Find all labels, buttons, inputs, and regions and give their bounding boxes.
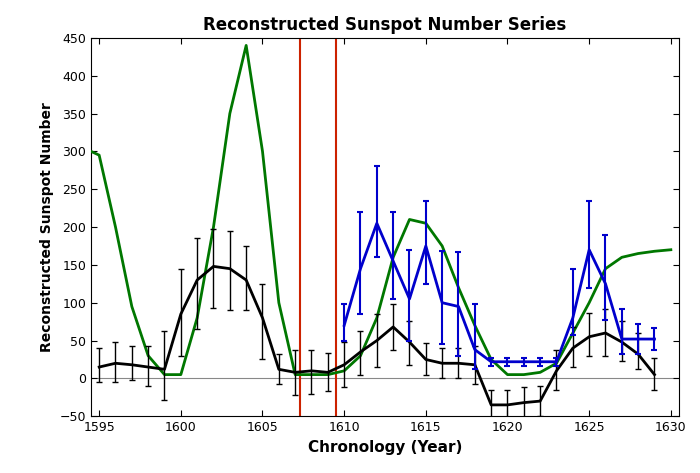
Title: Reconstructed Sunspot Number Series: Reconstructed Sunspot Number Series: [204, 16, 566, 34]
Y-axis label: Reconstructed Sunspot Number: Reconstructed Sunspot Number: [40, 102, 54, 352]
X-axis label: Chronology (Year): Chronology (Year): [308, 440, 462, 455]
